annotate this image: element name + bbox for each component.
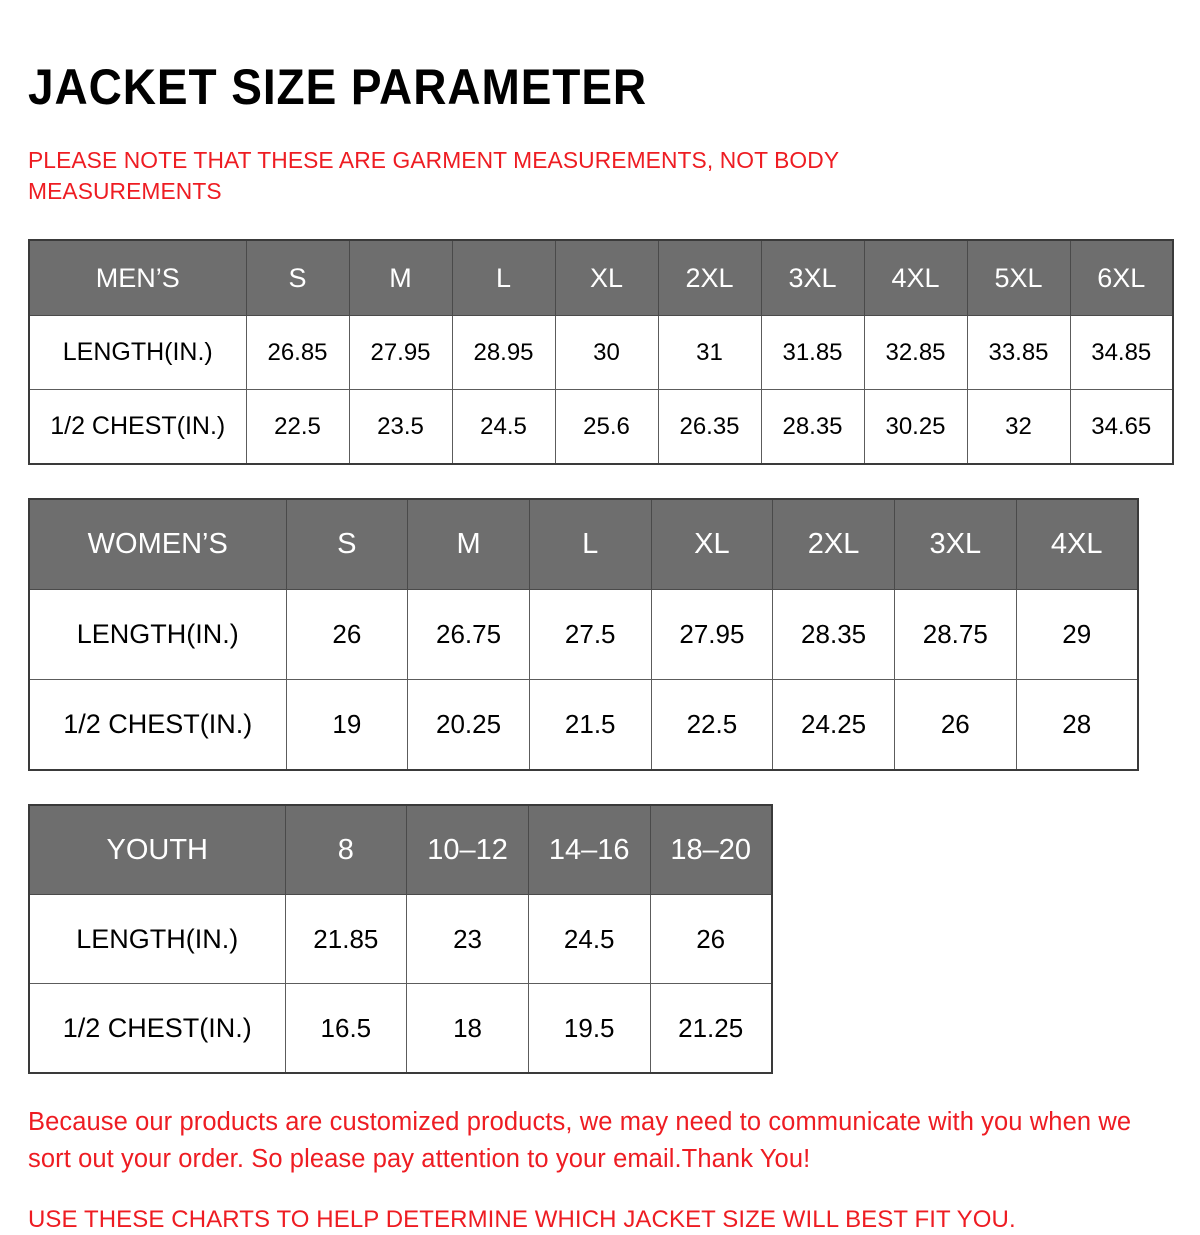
measurement-value: 26	[893, 679, 1017, 771]
measurement-value: 29	[1015, 589, 1139, 681]
table-header-row: YOUTH 8 10–12 14–16 18–20	[28, 804, 773, 896]
size-column-header: 8	[284, 804, 408, 896]
table-row: 1/2 CHEST(IN.) 19 20.25 21.5 22.5 24.25 26 28	[28, 679, 1139, 771]
measurement-value: 22.5	[245, 389, 350, 465]
measurement-row-label: LENGTH(IN.)	[28, 894, 286, 985]
size-column-header: L	[451, 239, 556, 317]
measurement-value: 21.85	[284, 894, 408, 985]
size-column-header: M	[348, 239, 453, 317]
measurement-value: 26.85	[245, 315, 350, 391]
measurement-value: 24.5	[451, 389, 556, 465]
table-row: 1/2 CHEST(IN.) 16.5 18 19.5 21.25	[28, 983, 773, 1074]
measurement-value: 32.85	[863, 315, 968, 391]
size-column-header: 4XL	[1015, 498, 1139, 591]
size-chart-page: JACKET SIZE PARAMETER PLEASE NOTE THAT T…	[0, 34, 1200, 1234]
mens-size-table: MEN’S S M L XL 2XL 3XL 4XL 5XL 6XL LENGTH(IN.) 26.8…	[28, 239, 1174, 466]
measurement-value: 20.25	[407, 679, 530, 771]
measurement-value: 27.95	[650, 589, 774, 681]
size-column-header: S	[285, 498, 409, 591]
table-category-label: WOMEN’S	[28, 498, 287, 591]
measurement-value: 24.5	[527, 894, 651, 985]
measurement-row-label: 1/2 CHEST(IN.)	[28, 679, 287, 771]
table-category-label: MEN’S	[28, 239, 247, 317]
chart-usage-note: USE THESE CHARTS TO HELP DETERMINE WHICH…	[28, 1205, 1016, 1233]
measurement-value: 28.35	[760, 389, 865, 465]
measurement-value: 30	[554, 315, 659, 391]
measurement-value: 26	[285, 589, 409, 681]
table-row: LENGTH(IN.) 21.85 23 24.5 26	[28, 894, 773, 985]
measurement-value: 34.65	[1069, 389, 1174, 465]
size-column-header: L	[528, 498, 652, 591]
table-header-row: MEN’S S M L XL 2XL 3XL 4XL 5XL 6XL	[28, 239, 1174, 317]
measurement-value: 23	[406, 894, 529, 985]
measurement-value: 32	[966, 389, 1071, 465]
customization-note: Because our products are customized prod…	[28, 1108, 1132, 1173]
garment-measurement-note: PLEASE NOTE THAT THESE ARE GARMENT MEASU…	[28, 147, 839, 205]
size-column-header: XL	[650, 498, 774, 591]
size-column-header: 2XL	[772, 498, 895, 591]
measurement-value: 31.85	[760, 315, 865, 391]
size-column-header: 3XL	[760, 239, 865, 317]
table-row: 1/2 CHEST(IN.) 22.5 23.5 24.5 25.6 26.35 28.35…	[28, 389, 1174, 465]
size-column-header: XL	[554, 239, 659, 317]
measurement-value: 31	[657, 315, 762, 391]
measurement-value: 19	[285, 679, 409, 771]
measurement-value: 28.75	[893, 589, 1017, 681]
measurement-value: 27.5	[528, 589, 652, 681]
table-row: LENGTH(IN.) 26.85 27.95 28.95 30 31 31.85 32.85…	[28, 315, 1174, 391]
measurement-value: 30.25	[863, 389, 968, 465]
measurement-row-label: LENGTH(IN.)	[28, 315, 247, 391]
size-column-header: 10–12	[406, 804, 529, 896]
size-column-header: S	[245, 239, 350, 317]
womens-size-table: WOMEN’S S M L XL 2XL 3XL 4XL LENGTH(IN.) 26 26.75 2…	[28, 498, 1139, 772]
measurement-value: 24.25	[772, 679, 895, 771]
measurement-value: 21.25	[649, 983, 773, 1074]
size-column-header: 2XL	[657, 239, 762, 317]
measurement-value: 28	[1015, 679, 1139, 771]
bottom-notes: Because our products are customized prod…	[28, 1104, 1163, 1235]
page-title: JACKET SIZE PARAMETER	[28, 58, 648, 115]
size-column-header: M	[407, 498, 530, 591]
measurement-row-label: 1/2 CHEST(IN.)	[28, 983, 286, 1074]
size-column-header: 14–16	[527, 804, 651, 896]
measurement-value: 22.5	[650, 679, 774, 771]
measurement-value: 34.85	[1069, 315, 1174, 391]
table-header-row: WOMEN’S S M L XL 2XL 3XL 4XL	[28, 498, 1139, 591]
size-column-header: 6XL	[1069, 239, 1174, 317]
measurement-value: 33.85	[966, 315, 1071, 391]
measurement-value: 28.95	[451, 315, 556, 391]
measurement-value: 18	[406, 983, 529, 1074]
measurement-value: 27.95	[348, 315, 453, 391]
measurement-value: 19.5	[527, 983, 651, 1074]
measurement-value: 16.5	[284, 983, 408, 1074]
measurement-value: 26	[649, 894, 773, 985]
measurement-value: 26.35	[657, 389, 762, 465]
youth-size-table: YOUTH 8 10–12 14–16 18–20 LENGTH(IN.) 21.85 23 2…	[28, 804, 773, 1075]
measurement-row-label: LENGTH(IN.)	[28, 589, 287, 681]
measurement-value: 23.5	[348, 389, 453, 465]
size-column-header: 4XL	[863, 239, 968, 317]
measurement-value: 28.35	[772, 589, 895, 681]
measurement-value: 26.75	[407, 589, 530, 681]
size-column-header: 3XL	[893, 498, 1017, 591]
measurement-row-label: 1/2 CHEST(IN.)	[28, 389, 247, 465]
table-category-label: YOUTH	[28, 804, 286, 896]
measurement-value: 21.5	[528, 679, 652, 771]
table-row: LENGTH(IN.) 26 26.75 27.5 27.95 28.35 28.75 29	[28, 589, 1139, 681]
size-column-header: 5XL	[966, 239, 1071, 317]
measurement-value: 25.6	[554, 389, 659, 465]
size-column-header: 18–20	[649, 804, 773, 896]
